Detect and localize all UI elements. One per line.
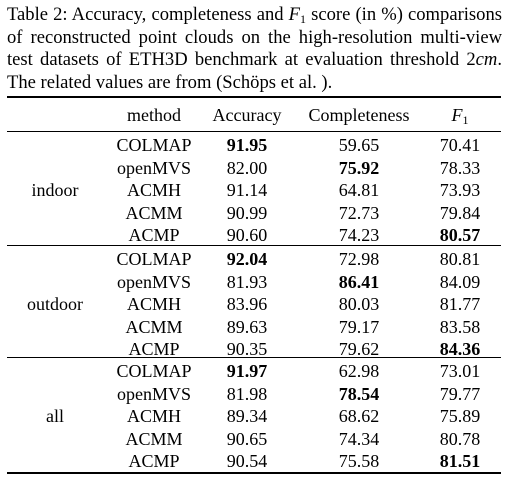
f1-cell: 80.81 xyxy=(439,249,481,269)
f1-cell: 79.84 xyxy=(439,202,481,223)
method-cell: ACMH xyxy=(126,180,182,201)
f1-cell: 84.36 xyxy=(439,339,481,360)
method-cell: openMVS xyxy=(116,271,192,292)
completeness-cell: 86.41 xyxy=(338,271,380,292)
caption-prefix: Table 2: Accuracy, completeness and xyxy=(7,4,289,25)
completeness-cell: 75.92 xyxy=(338,157,380,178)
method-cell: ACMM xyxy=(125,202,183,223)
accuracy-cell: 90.60 xyxy=(226,225,268,246)
f1-cell: 73.93 xyxy=(439,180,481,201)
f1-cell: 81.51 xyxy=(439,451,481,472)
header-f1: F1 xyxy=(451,105,469,127)
completeness-cell: 74.23 xyxy=(338,225,380,246)
accuracy-cell: 91.14 xyxy=(226,180,268,201)
completeness-cell: 78.54 xyxy=(338,383,380,404)
accuracy-cell: 81.98 xyxy=(226,383,268,404)
completeness-cell: 68.62 xyxy=(338,406,380,427)
method-cell: ACMH xyxy=(126,406,182,427)
caption-threshold-number: 2 xyxy=(466,49,476,71)
method-cell: ACMP xyxy=(128,225,180,246)
accuracy-cell: 83.96 xyxy=(226,294,268,315)
f1-cell: 80.78 xyxy=(439,428,481,449)
method-cell: ACMP xyxy=(128,339,180,360)
method-cell: COLMAP xyxy=(116,361,192,381)
f1-cell: 84.09 xyxy=(439,271,481,292)
header-completeness: Completeness xyxy=(308,105,410,125)
completeness-cell: 64.81 xyxy=(338,180,380,201)
header-accuracy: Accuracy xyxy=(212,105,282,125)
accuracy-cell: 90.54 xyxy=(226,451,268,472)
accuracy-cell: 90.65 xyxy=(226,428,268,449)
caption-threshold-unit: cm xyxy=(475,49,498,71)
caption-middle: score (in %) comparisons of reconstructe… xyxy=(7,4,502,71)
header-rule xyxy=(7,131,501,132)
method-cell: openMVS xyxy=(116,383,192,404)
completeness-cell: 79.62 xyxy=(338,339,380,360)
completeness-cell: 72.98 xyxy=(338,249,380,269)
f1-cell: 78.33 xyxy=(439,157,481,178)
group-label: outdoor xyxy=(27,294,83,315)
accuracy-cell: 89.63 xyxy=(226,316,268,337)
f1-cell: 75.89 xyxy=(439,406,481,427)
caption-f1-symbol: F1 xyxy=(288,4,307,26)
group-separator-rule xyxy=(7,245,501,246)
accuracy-cell: 81.93 xyxy=(226,271,268,292)
group-label: indoor xyxy=(31,180,79,201)
f1-cell: 83.58 xyxy=(439,316,481,337)
accuracy-cell: 90.99 xyxy=(226,202,268,223)
accuracy-cell: 82.00 xyxy=(226,157,268,178)
completeness-cell: 75.58 xyxy=(338,451,380,472)
f1-cell: 81.77 xyxy=(439,294,481,315)
method-cell: COLMAP xyxy=(116,249,192,269)
group-separator-rule xyxy=(7,357,501,358)
completeness-cell: 72.73 xyxy=(338,202,380,223)
group-label: all xyxy=(46,406,64,427)
method-cell: ACMM xyxy=(125,316,183,337)
header-method: method xyxy=(127,105,181,125)
table-caption: Table 2: Accuracy, completeness and F1 s… xyxy=(7,4,502,95)
table-bottom-rule xyxy=(7,472,501,474)
completeness-cell: 80.03 xyxy=(338,294,380,315)
f1-cell: 73.01 xyxy=(439,361,481,381)
accuracy-cell: 91.95 xyxy=(226,135,268,155)
completeness-cell: 79.17 xyxy=(338,316,380,337)
method-cell: ACMH xyxy=(126,294,182,315)
accuracy-cell: 91.97 xyxy=(226,361,268,381)
caption-suffix: . The related values are from (Schöps et… xyxy=(7,49,502,94)
completeness-cell: 74.34 xyxy=(338,428,380,449)
table-top-rule xyxy=(7,96,501,98)
completeness-cell: 59.65 xyxy=(338,135,380,155)
f1-cell: 79.77 xyxy=(439,383,481,404)
completeness-cell: 62.98 xyxy=(338,361,380,381)
method-cell: COLMAP xyxy=(116,135,192,155)
method-cell: ACMP xyxy=(128,451,180,472)
accuracy-cell: 90.35 xyxy=(226,339,268,360)
accuracy-cell: 92.04 xyxy=(226,249,268,269)
f1-cell: 80.57 xyxy=(439,225,481,246)
f1-cell: 70.41 xyxy=(439,135,481,155)
method-cell: openMVS xyxy=(116,157,192,178)
accuracy-cell: 89.34 xyxy=(226,406,268,427)
method-cell: ACMM xyxy=(125,428,183,449)
